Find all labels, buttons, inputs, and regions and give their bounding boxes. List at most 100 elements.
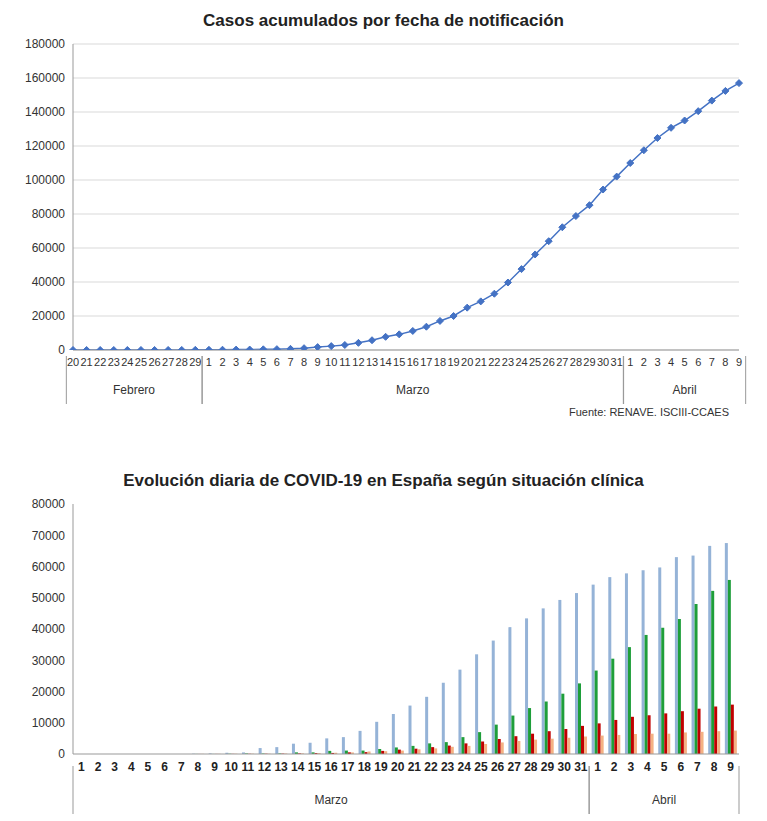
svg-text:23: 23 [441, 760, 455, 774]
svg-text:9: 9 [727, 760, 734, 774]
svg-text:28: 28 [524, 760, 538, 774]
svg-text:26: 26 [148, 356, 160, 368]
svg-text:13: 13 [274, 760, 288, 774]
svg-text:180000: 180000 [25, 37, 65, 51]
svg-text:0: 0 [58, 343, 65, 357]
svg-text:27: 27 [508, 760, 522, 774]
svg-text:14: 14 [291, 760, 305, 774]
svg-text:4: 4 [247, 356, 253, 368]
svg-text:21: 21 [408, 760, 422, 774]
svg-text:Abril: Abril [673, 383, 697, 397]
svg-text:8: 8 [722, 356, 728, 368]
svg-text:7: 7 [709, 356, 715, 368]
svg-text:22: 22 [424, 760, 438, 774]
svg-text:20: 20 [461, 356, 473, 368]
svg-text:9: 9 [736, 356, 742, 368]
svg-text:11: 11 [339, 356, 350, 368]
svg-text:24: 24 [458, 760, 472, 774]
svg-text:0: 0 [58, 747, 65, 761]
svg-text:100000: 100000 [25, 173, 65, 187]
svg-text:24: 24 [121, 356, 133, 368]
svg-text:80000: 80000 [32, 207, 66, 221]
svg-text:4: 4 [128, 760, 135, 774]
svg-text:60000: 60000 [32, 241, 66, 255]
svg-text:10000: 10000 [32, 716, 66, 730]
svg-text:2: 2 [95, 760, 102, 774]
svg-text:27: 27 [556, 356, 568, 368]
svg-text:9: 9 [211, 760, 218, 774]
svg-text:27: 27 [162, 356, 174, 368]
svg-text:7: 7 [178, 760, 185, 774]
svg-text:8: 8 [301, 356, 307, 368]
svg-text:Marzo: Marzo [396, 383, 430, 397]
svg-text:9: 9 [315, 356, 321, 368]
svg-text:1: 1 [206, 356, 212, 368]
svg-text:6: 6 [695, 356, 701, 368]
svg-text:29: 29 [189, 356, 201, 368]
svg-text:28: 28 [176, 356, 188, 368]
svg-text:160000: 160000 [25, 71, 65, 85]
svg-text:10: 10 [325, 356, 337, 368]
svg-text:1: 1 [627, 356, 633, 368]
svg-text:4: 4 [668, 356, 674, 368]
svg-text:21: 21 [80, 356, 92, 368]
svg-text:20000: 20000 [32, 685, 66, 699]
svg-text:24: 24 [515, 356, 527, 368]
svg-text:19: 19 [374, 760, 388, 774]
svg-text:25: 25 [474, 760, 488, 774]
svg-text:21: 21 [475, 356, 487, 368]
svg-text:31: 31 [611, 356, 623, 368]
svg-text:30: 30 [597, 356, 609, 368]
svg-text:16: 16 [324, 760, 338, 774]
svg-text:19: 19 [447, 356, 459, 368]
svg-text:8: 8 [195, 760, 202, 774]
svg-text:29: 29 [583, 356, 595, 368]
svg-text:1: 1 [594, 760, 601, 774]
svg-text:Abril: Abril [652, 793, 676, 807]
svg-text:18: 18 [434, 356, 446, 368]
svg-text:6: 6 [677, 760, 684, 774]
svg-text:12: 12 [352, 356, 364, 368]
svg-text:Febrero: Febrero [113, 383, 155, 397]
svg-text:40000: 40000 [32, 275, 66, 289]
svg-text:3: 3 [654, 356, 660, 368]
svg-text:12: 12 [258, 760, 272, 774]
svg-text:6: 6 [161, 760, 168, 774]
svg-text:3: 3 [111, 760, 118, 774]
svg-text:1: 1 [78, 760, 85, 774]
svg-text:Marzo: Marzo [314, 793, 348, 807]
svg-text:15: 15 [393, 356, 405, 368]
svg-text:25: 25 [135, 356, 147, 368]
svg-text:11: 11 [241, 760, 254, 774]
svg-text:22: 22 [488, 356, 500, 368]
svg-text:17: 17 [420, 356, 432, 368]
svg-text:4: 4 [644, 760, 651, 774]
svg-text:23: 23 [108, 356, 120, 368]
svg-text:3: 3 [233, 356, 239, 368]
svg-text:23: 23 [502, 356, 514, 368]
svg-text:70000: 70000 [32, 529, 66, 543]
svg-text:7: 7 [287, 356, 293, 368]
svg-text:20000: 20000 [32, 309, 66, 323]
svg-text:14: 14 [379, 356, 391, 368]
svg-text:5: 5 [260, 356, 266, 368]
svg-text:10: 10 [224, 760, 238, 774]
svg-text:26: 26 [543, 356, 555, 368]
svg-text:29: 29 [541, 760, 555, 774]
svg-text:7: 7 [694, 760, 701, 774]
svg-text:2: 2 [219, 356, 225, 368]
svg-text:20: 20 [391, 760, 405, 774]
svg-text:16: 16 [407, 356, 419, 368]
svg-text:8: 8 [711, 760, 718, 774]
svg-text:140000: 140000 [25, 105, 65, 119]
svg-text:50000: 50000 [32, 591, 66, 605]
svg-text:6: 6 [274, 356, 280, 368]
svg-text:60000: 60000 [32, 560, 66, 574]
svg-text:31: 31 [574, 760, 588, 774]
svg-text:20: 20 [67, 356, 79, 368]
svg-text:28: 28 [570, 356, 582, 368]
svg-text:13: 13 [366, 356, 378, 368]
svg-text:25: 25 [529, 356, 541, 368]
svg-text:40000: 40000 [32, 622, 66, 636]
svg-text:30: 30 [557, 760, 571, 774]
